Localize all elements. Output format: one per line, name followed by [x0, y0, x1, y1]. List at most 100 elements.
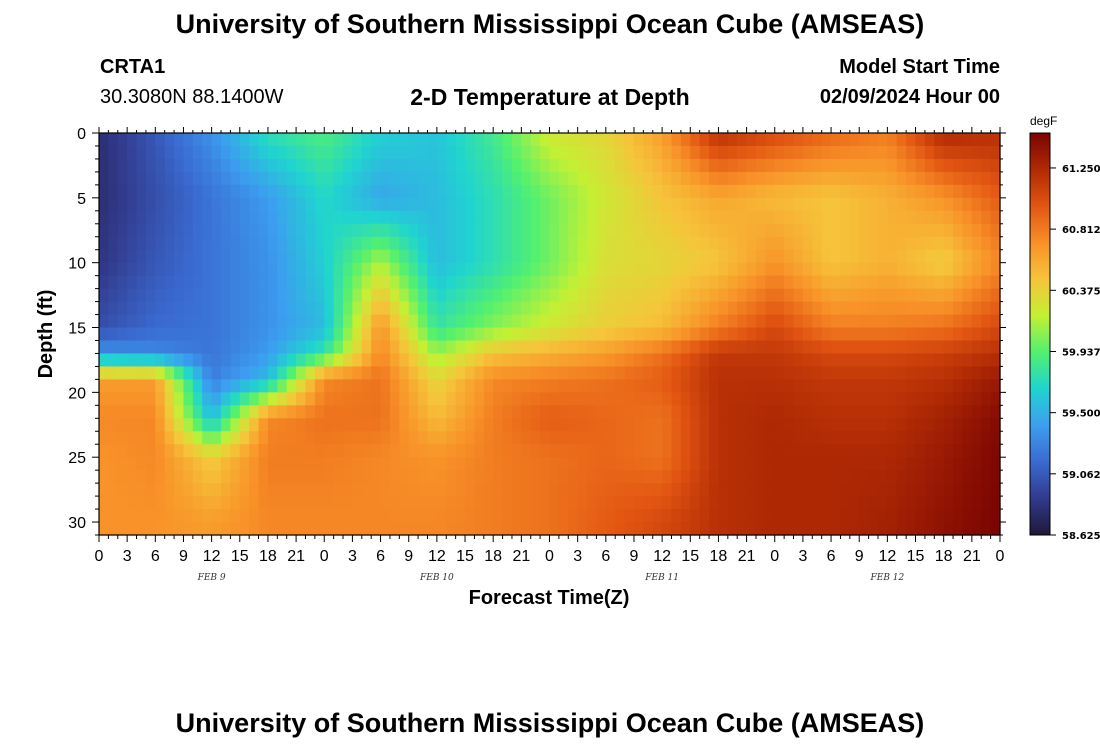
heatmap-cell: [333, 392, 344, 406]
heatmap-cell: [633, 171, 644, 186]
heatmap-cell: [305, 340, 316, 355]
heatmap-cell: [624, 314, 635, 329]
heatmap-cell: [587, 197, 598, 212]
heatmap-cell: [296, 275, 307, 290]
heatmap-cell: [652, 431, 663, 445]
heatmap-cell: [389, 457, 400, 471]
heatmap-cell: [709, 236, 720, 251]
heatmap-cell: [821, 509, 832, 523]
heatmap-cell: [474, 133, 485, 147]
heatmap-cell: [192, 145, 203, 160]
heatmap-cell: [755, 158, 766, 173]
heatmap-cell: [953, 470, 964, 484]
heatmap-cell: [755, 509, 766, 523]
heatmap-cell: [840, 236, 851, 251]
heatmap-cell: [418, 249, 429, 264]
heatmap-cell: [493, 392, 504, 406]
heatmap-cell: [577, 145, 588, 160]
heatmap-cell: [427, 379, 438, 393]
heatmap-cell: [267, 197, 278, 212]
heatmap-cell: [953, 158, 964, 173]
heatmap-cell: [577, 379, 588, 393]
heatmap-cell: [821, 366, 832, 380]
heatmap-cell: [361, 262, 372, 277]
heatmap-cell: [868, 483, 879, 497]
heatmap-cell: [164, 184, 175, 199]
heatmap-cell: [868, 444, 879, 458]
heatmap-cell: [737, 158, 748, 173]
heatmap-cell: [221, 133, 231, 147]
heatmap-cell: [812, 158, 823, 173]
x-tick-label: 12: [653, 548, 671, 565]
heatmap-cell: [990, 483, 1001, 497]
heatmap-cell: [831, 288, 842, 303]
heatmap-cell: [887, 184, 898, 199]
heatmap-cell: [174, 262, 185, 277]
heatmap-cell: [155, 340, 166, 355]
heatmap-cell: [615, 249, 626, 264]
heatmap-cell: [746, 509, 757, 523]
heatmap-cell: [446, 197, 457, 212]
heatmap-cell: [483, 444, 494, 458]
heatmap-cell: [127, 275, 138, 290]
heatmap-cell: [896, 444, 907, 458]
heatmap-cell: [305, 288, 316, 303]
heatmap-cell: [192, 366, 203, 380]
heatmap-cell: [286, 379, 297, 393]
heatmap-cell: [427, 262, 438, 277]
heatmap-cell: [549, 210, 560, 225]
heatmap-cell: [934, 418, 945, 432]
heatmap-cell: [915, 133, 926, 147]
heatmap-cell: [727, 444, 738, 458]
heatmap-cell: [343, 262, 354, 277]
heatmap-cell: [615, 509, 626, 523]
heatmap-cell: [587, 223, 598, 238]
heatmap-cell: [117, 340, 128, 355]
heatmap-cell: [990, 314, 1001, 329]
heatmap-cell: [502, 327, 513, 342]
heatmap-cell: [906, 171, 917, 186]
heatmap-cell: [831, 431, 842, 445]
heatmap-cell: [99, 171, 109, 186]
heatmap-cell: [774, 431, 785, 445]
heatmap-cell: [286, 236, 297, 251]
heatmap-cell: [587, 184, 598, 199]
x-tick-label: 3: [573, 548, 582, 565]
heatmap-cell: [314, 405, 325, 419]
heatmap-cell: [521, 197, 532, 212]
heatmap-cell: [737, 496, 748, 510]
heatmap-cell: [812, 301, 823, 316]
heatmap-cell: [831, 522, 842, 536]
heatmap-cell: [831, 301, 842, 316]
heatmap-cell: [249, 197, 260, 212]
heatmap-cell: [305, 275, 316, 290]
y-tick-label: 15: [68, 321, 86, 338]
heatmap-cell: [389, 405, 400, 419]
heatmap-cell: [183, 301, 194, 316]
heatmap-cell: [765, 145, 776, 160]
heatmap-cell: [577, 236, 588, 251]
heatmap-cell: [136, 223, 147, 238]
heatmap-cell: [333, 366, 344, 380]
heatmap-cell: [511, 236, 522, 251]
heatmap-cell: [737, 275, 748, 290]
heatmap-cell: [784, 236, 795, 251]
heatmap-cell: [633, 405, 644, 419]
heatmap-cell: [577, 483, 588, 497]
heatmap-cell: [511, 210, 522, 225]
heatmap-cell: [643, 197, 654, 212]
heatmap-cell: [418, 145, 429, 160]
heatmap-cell: [258, 496, 269, 510]
heatmap-cell: [596, 171, 607, 186]
heatmap-cell: [202, 327, 213, 342]
x-tick-label: 15: [907, 548, 925, 565]
heatmap-cell: [718, 392, 729, 406]
heatmap-cell: [277, 418, 288, 432]
heatmap-cell: [361, 353, 372, 368]
heatmap-cell: [877, 457, 888, 471]
heatmap-cell: [371, 236, 382, 251]
heatmap-cell: [812, 444, 823, 458]
heatmap-cell: [296, 184, 307, 199]
heatmap-cell: [267, 275, 278, 290]
heatmap-cell: [202, 184, 213, 199]
